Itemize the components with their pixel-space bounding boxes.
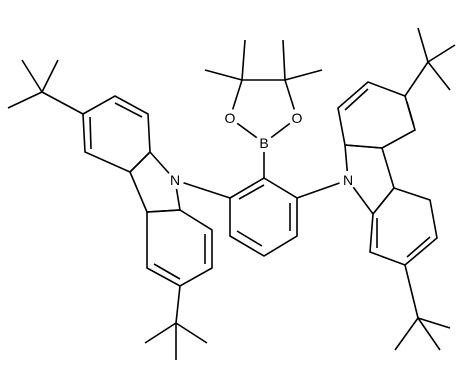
atom-label: B (259, 135, 268, 151)
atom-label: O (292, 110, 303, 126)
atom-label: O (225, 110, 236, 126)
atom-labels: N N B O O (166, 109, 357, 189)
atom-label: N (170, 172, 180, 188)
bonds (7, 27, 456, 360)
atom-label: N (343, 172, 353, 188)
